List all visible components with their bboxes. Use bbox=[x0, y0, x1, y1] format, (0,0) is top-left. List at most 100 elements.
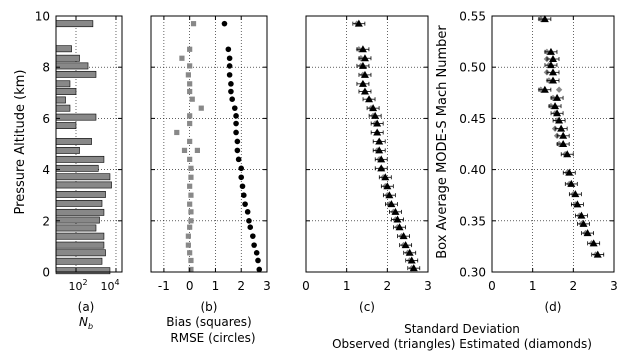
panel-a-tick-label-y-0: 0 bbox=[42, 266, 50, 280]
panel-c-triangle-6 bbox=[393, 215, 402, 223]
panel-b-circle-3 bbox=[251, 242, 257, 248]
panel-d-tick-label-y-0: 0.30 bbox=[459, 266, 486, 280]
panel-a-tick-label-y-4: 8 bbox=[42, 61, 50, 75]
panel-d-triangle-12 bbox=[557, 124, 566, 132]
panel-c-xlabel: Standard Deviation bbox=[404, 322, 520, 336]
bar-15 bbox=[55, 138, 92, 145]
bar-10 bbox=[55, 181, 112, 189]
panel-c-triangle-14 bbox=[375, 146, 384, 154]
panel-d-triangle-10 bbox=[559, 140, 568, 147]
panel-b-square-24 bbox=[185, 72, 191, 78]
panel-b-circle-17 bbox=[233, 120, 239, 127]
panel-d: 0 1 2 3 0.30 0.35 0.40 0.45 0.50 0.55 (d) bbox=[459, 10, 618, 315]
bar-14 bbox=[55, 147, 80, 154]
panel-b-square-11 bbox=[188, 174, 194, 180]
panel-b-square-1 bbox=[188, 257, 194, 264]
panel-d-triangle-22 bbox=[546, 47, 555, 55]
bar-18 bbox=[55, 104, 71, 112]
panel-b-tick-label-x-2: 1 bbox=[212, 279, 220, 293]
panel-d-triangle-7 bbox=[567, 179, 576, 187]
panel-b-circle-11 bbox=[238, 174, 245, 181]
bar-0 bbox=[55, 267, 111, 275]
panel-b-square-16 bbox=[187, 138, 193, 145]
panel-c-triangle-16 bbox=[373, 128, 382, 136]
panel-d-triangle-17 bbox=[540, 85, 549, 93]
panel-c-triangle-2 bbox=[405, 248, 414, 256]
panel-d-triangle-15 bbox=[551, 102, 560, 110]
panel-c-triangle-8 bbox=[387, 200, 396, 208]
panel-b-square-19 bbox=[187, 113, 193, 119]
panel-d-triangle-11 bbox=[559, 131, 568, 139]
bar-20 bbox=[55, 88, 77, 95]
panel-d-triangle-8 bbox=[565, 168, 574, 176]
panel-c-triangle-12 bbox=[377, 164, 386, 172]
panel-b-circle-24 bbox=[226, 63, 233, 69]
y-axis-title-altitude: Pressure Altitude (km) bbox=[13, 70, 28, 215]
panel-d-tick-label-y-4: 0.50 bbox=[459, 61, 486, 75]
bar-5 bbox=[55, 224, 97, 232]
panel-c-triangle-22 bbox=[358, 79, 367, 87]
panel-c-triangle-25 bbox=[360, 54, 369, 62]
bar-26 bbox=[55, 20, 94, 28]
panel-b-square-12 bbox=[188, 165, 194, 171]
panel-c-frame bbox=[305, 15, 429, 273]
panel-c-triangle-26 bbox=[358, 45, 367, 53]
panel-a-frame bbox=[55, 15, 123, 273]
panel-c-tick-label-x-2: 2 bbox=[384, 279, 392, 293]
panel-b-square-23 bbox=[187, 81, 193, 87]
bar-9 bbox=[55, 191, 106, 198]
panel-a: 0 2 4 6 8 10 102 104 (a) Nb bbox=[35, 10, 123, 331]
panel-d-triangle-6 bbox=[571, 190, 580, 198]
panel-d-triangle-2 bbox=[583, 229, 592, 237]
panel-b-square-10 bbox=[187, 183, 193, 189]
panel-a-tick-label-y-1: 2 bbox=[42, 214, 50, 228]
panel-c-triangle-4 bbox=[399, 232, 408, 240]
panel-b-circle-6 bbox=[246, 218, 252, 224]
panel-b-tick-label-x-1: 0 bbox=[186, 279, 194, 293]
panel-b-square-5 bbox=[187, 224, 193, 230]
panel-d-label: (d) bbox=[545, 300, 562, 314]
panel-c-triangle-11 bbox=[381, 173, 390, 181]
panel-d-triangle-21 bbox=[549, 55, 557, 63]
panel-b-circle-10 bbox=[239, 183, 246, 190]
panel-c-triangle-17 bbox=[373, 119, 382, 127]
panel-c-triangle-7 bbox=[391, 207, 400, 215]
panel-b-label: (b) bbox=[201, 300, 218, 314]
bar-3 bbox=[55, 241, 105, 249]
panel-d-triangle-23 bbox=[540, 15, 549, 23]
panel-b-circle-27 bbox=[221, 20, 228, 27]
panel-b-square-20 bbox=[198, 105, 204, 111]
panel-b-circle-8 bbox=[242, 201, 248, 207]
panel-c: 0 1 2 3 (c) bbox=[302, 15, 432, 314]
panel-a-tick-label-y-3: 6 bbox=[42, 112, 50, 126]
panel-d-tick-label-y-2: 0.40 bbox=[459, 163, 486, 177]
bar-25 bbox=[55, 45, 72, 53]
bar-24 bbox=[55, 54, 80, 62]
panel-b-frame bbox=[150, 15, 268, 273]
bar-6 bbox=[55, 216, 100, 224]
panel-d-tick-label-y-1: 0.35 bbox=[459, 214, 486, 228]
panel-a-tick-x-1: 102 bbox=[68, 278, 87, 293]
panel-b-xlabel2: RMSE (circles) bbox=[170, 331, 255, 345]
panel-d-triangle-0 bbox=[593, 250, 602, 258]
panel-a-tick-label-y-5: 10 bbox=[35, 10, 50, 24]
panel-b-square-8 bbox=[187, 201, 193, 207]
bar-1 bbox=[55, 257, 103, 265]
bar-11 bbox=[55, 173, 111, 181]
panel-c-tick-label-x-1: 1 bbox=[343, 279, 351, 293]
bar-13 bbox=[55, 155, 105, 163]
panel-b-xlabel: Bias (squares) bbox=[166, 315, 251, 329]
panel-d-triangle-1 bbox=[589, 239, 598, 247]
panel-c-triangle-0 bbox=[409, 264, 418, 272]
panel-b-circle-13 bbox=[235, 156, 242, 163]
panel-c-triangle-3 bbox=[401, 241, 410, 249]
panel-b-circle-16 bbox=[233, 129, 239, 136]
panel-c-triangle-13 bbox=[377, 155, 386, 163]
panel-d-tick-label-x-2: 2 bbox=[570, 279, 578, 293]
panel-c-triangle-5 bbox=[395, 223, 404, 231]
panel-d-diamond-17 bbox=[555, 86, 563, 93]
panel-b-circle-26 bbox=[225, 46, 232, 53]
panel-d-triangle-20 bbox=[546, 61, 555, 69]
panel-c-xlabel2: Observed (triangles) Estimated (diamonds… bbox=[332, 337, 592, 351]
panel-b-square-2 bbox=[187, 250, 193, 256]
